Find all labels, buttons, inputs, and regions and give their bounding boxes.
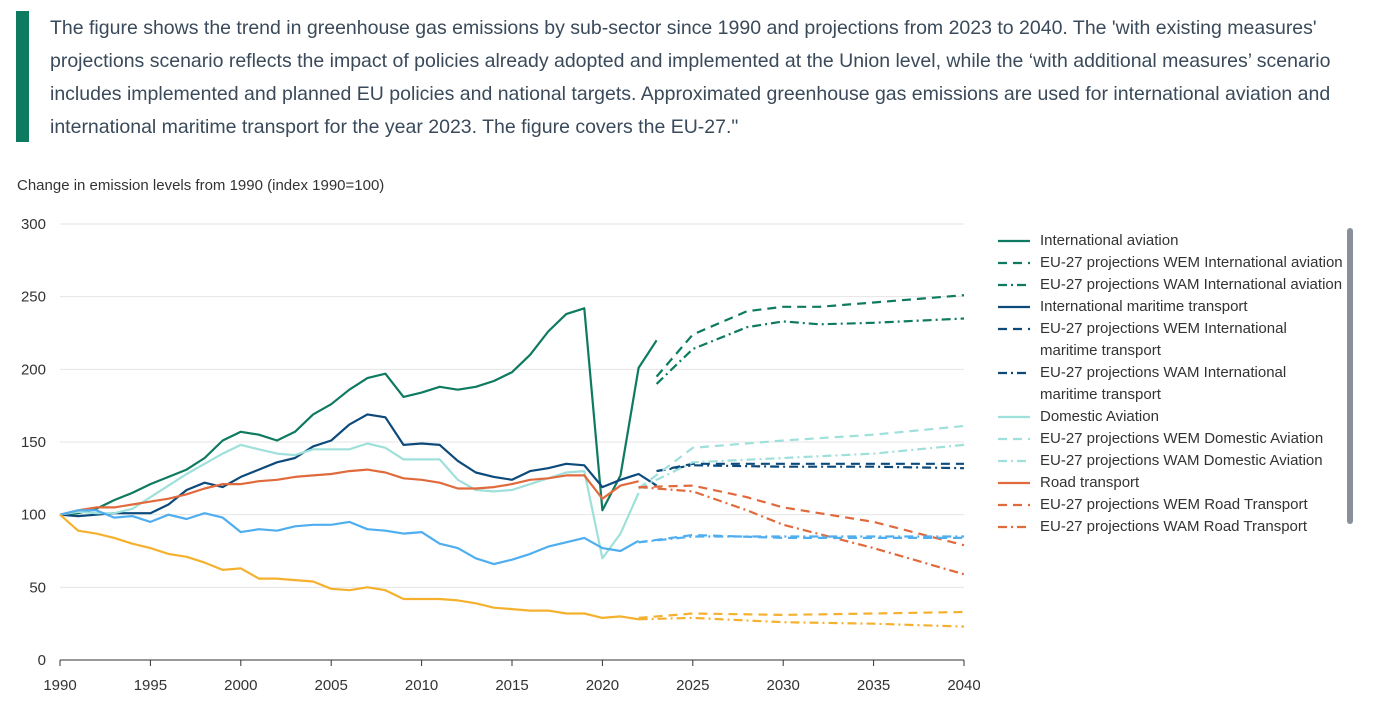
legend-label: EU-27 projections WEM Road Transport [1040, 496, 1308, 513]
legend-swatch [998, 525, 1030, 529]
legend-swatch [998, 283, 1030, 287]
grid-lines [60, 223, 964, 661]
x-tick-label: 1995 [134, 677, 167, 694]
y-tick-label: 100 [21, 507, 46, 524]
chart-series [59, 294, 965, 628]
series-line-6[interactable] [59, 442, 640, 560]
legend-swatch [998, 481, 1030, 485]
legend-scrollbar[interactable] [1347, 228, 1353, 524]
series-line-17[interactable] [638, 616, 965, 628]
legend-swatch [998, 415, 1030, 419]
legend-swatch [998, 371, 1030, 375]
legend-item[interactable]: International aviation [996, 230, 1346, 252]
x-tick-label: 2040 [947, 677, 980, 694]
series-line-9[interactable] [59, 468, 639, 516]
x-tick-label: 2015 [495, 677, 528, 694]
legend-label: EU-27 projections WAM International mari… [1040, 364, 1287, 403]
legend-item[interactable]: Road transport [996, 472, 1346, 494]
line-chart: 0 50 100 150 200 250 300 1990 1995 2000 2005 2010 2… [21, 216, 980, 694]
legend-swatch [998, 239, 1030, 243]
legend-item[interactable]: EU-27 projections WAM International avia… [996, 274, 1346, 296]
legend-label: EU-27 projections WEM International avia… [1040, 254, 1343, 271]
y-tick-label: 250 [21, 289, 46, 306]
y-axis-label: Change in emission levels from 1990 (ind… [17, 177, 385, 194]
legend-item[interactable]: EU-27 projections WAM Domestic Aviation [996, 450, 1346, 472]
y-tick-label: 150 [21, 434, 46, 451]
legend-label: EU-27 projections WEM Domestic Aviation [1040, 430, 1324, 447]
legend-label: EU-27 projections WEM International mari… [1040, 320, 1287, 359]
y-tick-label: 50 [29, 579, 46, 596]
series-line-10[interactable] [638, 484, 965, 547]
series-line-0[interactable] [59, 307, 658, 516]
legend-item[interactable]: EU-27 projections WEM International mari… [996, 318, 1346, 362]
figure-caption: The figure shows the trend in greenhouse… [50, 17, 1331, 138]
legend-swatch [998, 459, 1030, 463]
x-tick-label: 2000 [224, 677, 257, 694]
legend-swatch [998, 261, 1030, 265]
x-tick-label: 2030 [767, 677, 800, 694]
x-axis-ticks: 1990 1995 2000 2005 2010 2015 2020 2025 2030 2035… [43, 660, 980, 694]
series-line-7[interactable] [637, 424, 965, 490]
legend-label: EU-27 projections WAM Domestic Aviation [1040, 452, 1323, 469]
legend-item[interactable]: EU-27 projections WEM International avia… [996, 252, 1346, 274]
legend-swatch [998, 305, 1030, 309]
y-tick-label: 200 [21, 361, 46, 378]
legend-item[interactable]: EU-27 projections WAM International mari… [996, 362, 1346, 406]
legend-item[interactable]: Domestic Aviation [996, 406, 1346, 428]
legend-label: Road transport [1040, 474, 1140, 491]
x-tick-label: 2035 [857, 677, 890, 694]
series-line-5[interactable] [656, 464, 965, 473]
series-line-12[interactable] [59, 509, 640, 566]
series-line-1[interactable] [655, 294, 965, 378]
legend-label: International aviation [1040, 232, 1179, 249]
series-line-15[interactable] [59, 513, 639, 621]
legend-item[interactable]: EU-27 projections WEM Road Transport [996, 494, 1346, 516]
x-tick-label: 2010 [405, 677, 438, 694]
caption-accent-bar [16, 11, 29, 142]
legend-label: International maritime transport [1040, 298, 1248, 315]
series-line-8[interactable] [638, 443, 965, 490]
x-tick-label: 2020 [586, 677, 619, 694]
y-axis-ticks: 0 50 100 150 200 250 300 [21, 216, 46, 669]
series-line-2[interactable] [655, 317, 965, 385]
series-line-13[interactable] [638, 533, 964, 544]
legend-label: Domestic Aviation [1040, 408, 1159, 425]
legend-item[interactable]: EU-27 projections WAM Road Transport [996, 516, 1346, 538]
series-line-16[interactable] [638, 610, 965, 619]
legend-swatch [998, 437, 1030, 441]
x-tick-label: 2025 [676, 677, 709, 694]
x-tick-label: 1990 [43, 677, 76, 694]
legend-swatch [998, 327, 1030, 331]
legend-swatch [998, 503, 1030, 507]
series-line-11[interactable] [638, 486, 965, 576]
legend-label: EU-27 projections WAM International avia… [1040, 276, 1343, 293]
legend-item[interactable]: EU-27 projections WEM Domestic Aviation [996, 428, 1346, 450]
series-line-3[interactable] [59, 413, 658, 518]
y-tick-label: 300 [21, 216, 46, 233]
x-tick-label: 2005 [315, 677, 348, 694]
chart-legend: International aviation EU-27 projections … [996, 230, 1346, 538]
y-tick-label: 0 [38, 652, 46, 669]
legend-item[interactable]: International maritime transport [996, 296, 1346, 318]
series-line-4[interactable] [656, 462, 964, 473]
legend-label: EU-27 projections WAM Road Transport [1040, 518, 1308, 535]
